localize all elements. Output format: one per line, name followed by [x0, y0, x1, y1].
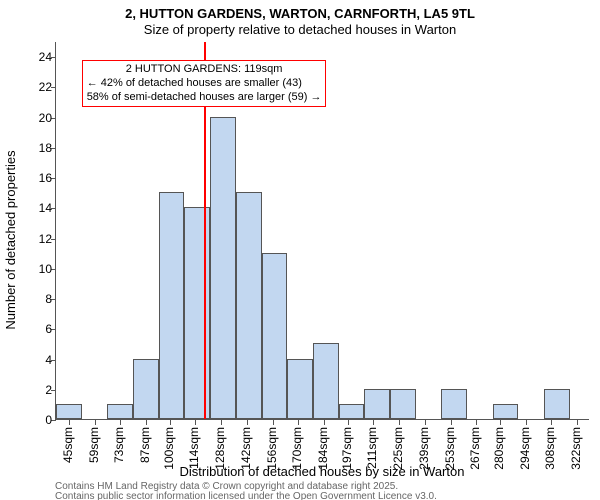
x-tick-label: 280sqm — [492, 427, 506, 470]
x-tick-label: 294sqm — [518, 427, 532, 470]
histogram-bar — [133, 359, 159, 419]
x-tick-label: 267sqm — [468, 427, 482, 470]
histogram-bar — [493, 404, 519, 419]
x-tick-mark — [146, 420, 147, 425]
x-tick-label: 225sqm — [391, 427, 405, 470]
x-tick-mark — [247, 420, 248, 425]
histogram-bar — [56, 404, 82, 419]
x-tick-label: 114sqm — [187, 427, 201, 469]
histogram-bar — [390, 389, 416, 419]
x-tick-label: 184sqm — [316, 427, 330, 470]
chart-container: 2, HUTTON GARDENS, WARTON, CARNFORTH, LA… — [0, 0, 600, 500]
x-tick-label: 100sqm — [162, 427, 176, 470]
x-tick-mark — [500, 420, 501, 425]
x-tick-mark — [324, 420, 325, 425]
chart-title-line1: 2, HUTTON GARDENS, WARTON, CARNFORTH, LA… — [0, 6, 600, 21]
histogram-bar — [313, 343, 339, 419]
y-axis-label: Number of detached properties — [3, 50, 18, 430]
x-tick-label: 142sqm — [239, 427, 253, 470]
histogram-bar — [262, 253, 288, 419]
y-tick-label: 10 — [22, 262, 52, 276]
x-tick-mark — [120, 420, 121, 425]
x-tick-mark — [348, 420, 349, 425]
histogram-bar — [544, 389, 570, 419]
x-tick-label: 308sqm — [543, 427, 557, 470]
x-tick-mark — [425, 420, 426, 425]
callout-line: 2 HUTTON GARDENS: 119sqm — [87, 63, 322, 77]
y-tick-label: 22 — [22, 80, 52, 94]
y-tick-label: 16 — [22, 171, 52, 185]
x-tick-label: 211sqm — [365, 427, 379, 469]
x-tick-label: 239sqm — [417, 427, 431, 470]
histogram-bar — [159, 192, 185, 419]
x-tick-mark — [577, 420, 578, 425]
y-tick-label: 18 — [22, 141, 52, 155]
footnote-2: Contains public sector information licen… — [55, 491, 437, 500]
y-tick-label: 0 — [22, 413, 52, 427]
callout-box: 2 HUTTON GARDENS: 119sqm← 42% of detache… — [82, 60, 327, 107]
y-tick-label: 20 — [22, 111, 52, 125]
x-tick-label: 322sqm — [569, 427, 583, 470]
y-tick-label: 4 — [22, 353, 52, 367]
y-tick-label: 6 — [22, 322, 52, 336]
x-tick-label: 253sqm — [443, 427, 457, 470]
x-tick-mark — [451, 420, 452, 425]
y-tick-label: 12 — [22, 232, 52, 246]
x-tick-mark — [373, 420, 374, 425]
y-tick-label: 24 — [22, 50, 52, 64]
x-tick-mark — [95, 420, 96, 425]
x-tick-label: 73sqm — [112, 427, 126, 463]
histogram-bar — [287, 359, 313, 419]
x-tick-label: 128sqm — [213, 427, 227, 470]
chart-title-line2: Size of property relative to detached ho… — [0, 22, 600, 37]
y-tick-label: 8 — [22, 292, 52, 306]
x-tick-label: 170sqm — [290, 427, 304, 470]
callout-line: ← 42% of detached houses are smaller (43… — [87, 77, 322, 91]
histogram-bar — [364, 389, 390, 419]
x-tick-mark — [476, 420, 477, 425]
x-tick-mark — [170, 420, 171, 425]
x-tick-mark — [526, 420, 527, 425]
x-tick-mark — [69, 420, 70, 425]
histogram-bar — [210, 117, 236, 419]
histogram-bar — [339, 404, 365, 419]
x-tick-label: 45sqm — [61, 427, 75, 463]
histogram-bar — [441, 389, 467, 419]
x-tick-mark — [298, 420, 299, 425]
plot-area: 2 HUTTON GARDENS: 119sqm← 42% of detache… — [55, 42, 589, 420]
y-tick-label: 14 — [22, 201, 52, 215]
x-tick-label: 197sqm — [340, 427, 354, 470]
x-tick-label: 156sqm — [265, 427, 279, 470]
x-tick-label: 87sqm — [138, 427, 152, 463]
x-tick-label: 59sqm — [87, 427, 101, 463]
x-tick-mark — [195, 420, 196, 425]
callout-line: 58% of semi-detached houses are larger (… — [87, 91, 322, 105]
x-tick-mark — [551, 420, 552, 425]
histogram-bar — [236, 192, 262, 419]
y-tick-label: 2 — [22, 383, 52, 397]
histogram-bar — [184, 207, 210, 419]
x-tick-mark — [273, 420, 274, 425]
histogram-bar — [107, 404, 133, 419]
x-tick-mark — [399, 420, 400, 425]
x-tick-mark — [221, 420, 222, 425]
